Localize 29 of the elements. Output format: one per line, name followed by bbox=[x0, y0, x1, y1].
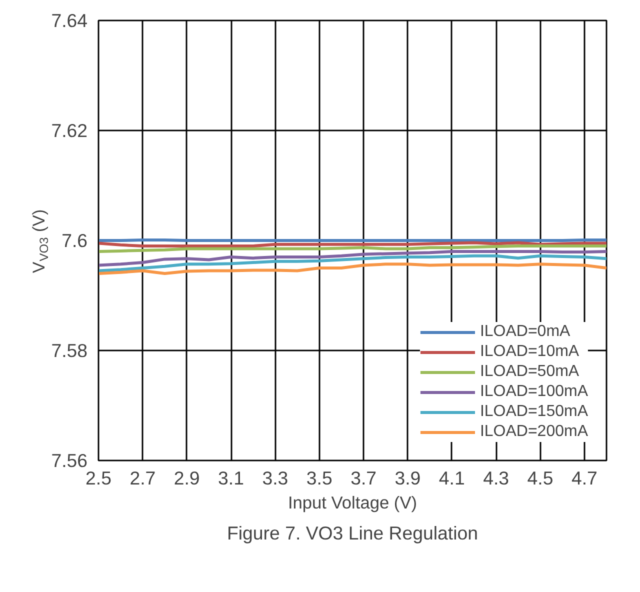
x-tick-label: 2.9 bbox=[174, 468, 200, 488]
legend-label: ILOAD=150mA bbox=[480, 403, 588, 421]
x-tick-label: 4.3 bbox=[483, 468, 510, 488]
x-tick-label: 2.7 bbox=[130, 468, 156, 488]
legend-label: ILOAD=0mA bbox=[480, 323, 570, 341]
x-tick-label: 3.3 bbox=[262, 468, 288, 488]
y-tick-label: 7.62 bbox=[51, 120, 88, 141]
legend-label: ILOAD=200mA bbox=[480, 423, 588, 441]
y-tick-label: 7.6 bbox=[62, 230, 88, 251]
legend-label: ILOAD=100mA bbox=[480, 383, 588, 401]
text: Figure 7. VO3 Line Regulation bbox=[227, 522, 478, 544]
x-tick-label: 4.1 bbox=[438, 468, 465, 488]
x-tick-label: 4.5 bbox=[527, 468, 554, 488]
line-series bbox=[98, 262, 606, 275]
legend-label: ILOAD=50mA bbox=[480, 363, 580, 381]
x-tick-label: 2.5 bbox=[86, 468, 112, 488]
y-tick-label: 7.64 bbox=[51, 10, 88, 31]
x-tick-label: 3.7 bbox=[350, 468, 377, 488]
line-series bbox=[98, 254, 606, 272]
y-axis-title: VVO3 (V) bbox=[29, 209, 51, 274]
x-tick-label: 3.5 bbox=[306, 468, 332, 488]
x-tick-label: 3.1 bbox=[218, 468, 244, 488]
y-tick-label: 7.58 bbox=[51, 340, 88, 361]
x-tick-label: 3.9 bbox=[394, 468, 421, 488]
legend-label: ILOAD=10mA bbox=[480, 343, 580, 361]
x-tick-label: 4.7 bbox=[571, 468, 598, 488]
x-axis-title: Input Voltage (V) bbox=[288, 492, 418, 512]
y-tick-label: 7.56 bbox=[51, 450, 88, 471]
line-series bbox=[98, 250, 606, 267]
